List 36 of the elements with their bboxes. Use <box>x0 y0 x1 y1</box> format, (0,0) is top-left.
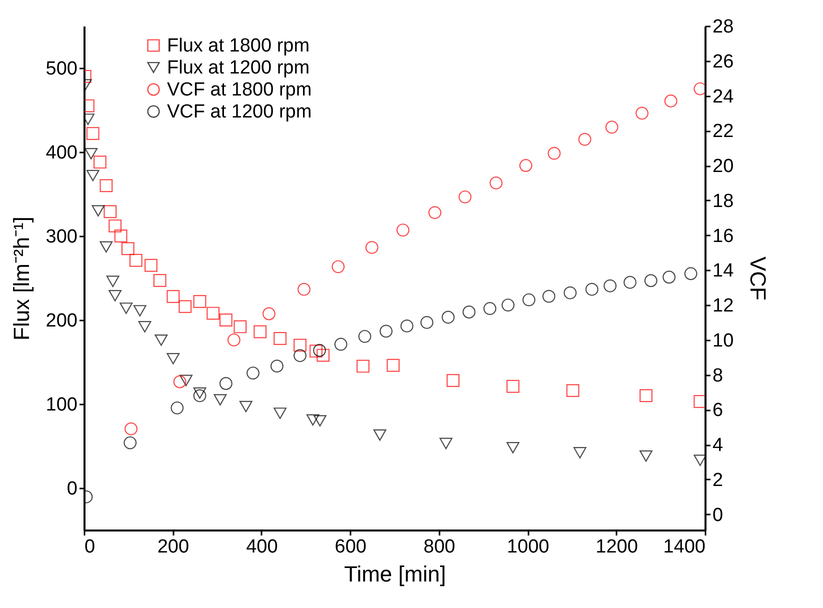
y-tick-label: 200 <box>46 310 78 332</box>
y2-tick-label: 22 <box>712 121 734 142</box>
y2-axis-title: VCF <box>746 256 771 300</box>
legend-label: Flux at 1800 rpm <box>167 36 310 56</box>
y2-tick-label: 28 <box>712 16 734 38</box>
x-tick-label: 200 <box>157 536 190 558</box>
legend-label: Flux at 1200 rpm <box>167 58 310 78</box>
y2-tick-label: 26 <box>712 51 734 72</box>
y-tick-label: 400 <box>46 142 78 164</box>
legend-label: VCF at 1200 rpm <box>167 102 312 122</box>
y2-tick-label: 16 <box>712 226 734 247</box>
x-tick-label: 1200 <box>596 536 638 558</box>
y2-tick-label: 6 <box>712 400 724 422</box>
x-tick-label: 600 <box>334 536 366 558</box>
y2-tick-label: 20 <box>712 156 734 178</box>
y2-tick-label: 18 <box>712 190 734 212</box>
y2-tick-label: 14 <box>712 260 734 282</box>
x-axis-title: Time [min] <box>344 562 446 586</box>
x-tick-label: 400 <box>246 536 278 558</box>
y-tick-label: 500 <box>46 58 78 80</box>
y-tick-label: 0 <box>66 478 78 500</box>
y2-tick-label: 0 <box>712 504 724 526</box>
y-tick-label: 100 <box>46 394 78 416</box>
y2-tick-label: 8 <box>712 365 724 386</box>
y2-tick-label: 10 <box>712 330 734 352</box>
x-tick-label: 0 <box>84 536 96 558</box>
y2-tick-label: 2 <box>712 470 724 491</box>
y2-tick-label: 12 <box>712 296 734 317</box>
y-tick-label: 300 <box>46 226 78 248</box>
legend-label: VCF at 1800 rpm <box>167 80 312 100</box>
x-tick-label: 800 <box>424 536 456 558</box>
x-tick-label: 1000 <box>506 536 550 558</box>
y-axis-title: Flux [lm⁻²h⁻¹] <box>8 216 34 340</box>
y2-tick-label: 24 <box>712 86 734 108</box>
y2-tick-label: 4 <box>712 435 724 456</box>
x-tick-label: 1400 <box>663 536 706 558</box>
